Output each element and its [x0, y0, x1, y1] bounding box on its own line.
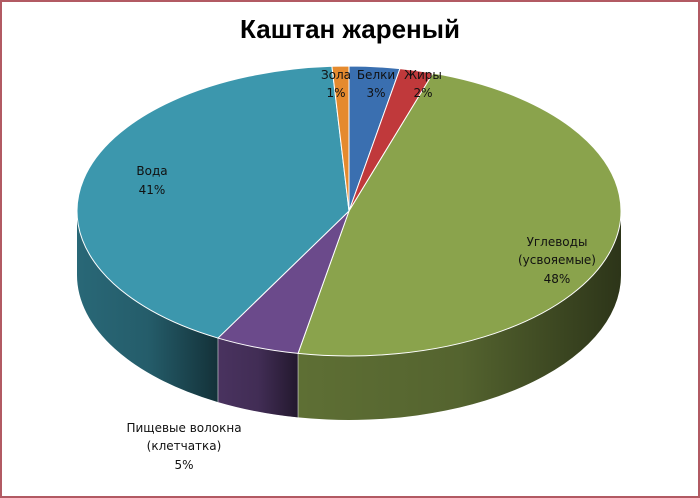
- pie-slice-зола: [331, 65, 350, 212]
- slice-label-volokna-line1: Пищевые волокна: [126, 421, 241, 435]
- slice-label-voda-value: 41%: [139, 183, 166, 197]
- pie-side-shade-пищевые-волокна-клетчатка: [217, 338, 299, 418]
- pie-slice-вода: [76, 65, 350, 339]
- pie-slice-углеводы-усвояемые: [297, 72, 622, 357]
- slice-label-belki-value: 3%: [366, 86, 385, 100]
- slice-label-uglevody-line1: Углеводы: [527, 235, 588, 249]
- chart-title: Каштан жареный: [240, 14, 460, 44]
- slice-label-zhiry-name: Жиры: [404, 68, 442, 82]
- slice-label-belki-name: Белки: [357, 68, 395, 82]
- slice-label-zhiry-value: 2%: [413, 86, 432, 100]
- slice-label-volokna-value: 5%: [174, 458, 193, 472]
- pie-side-shade-вода: [76, 211, 218, 403]
- slice-label-volokna-line2: (клетчатка): [147, 439, 222, 453]
- slice-label-zola-value: 1%: [326, 86, 345, 100]
- pie-side-shade-углеводы-усвояемые: [298, 211, 621, 420]
- slice-label-zola-name: Зола: [321, 68, 351, 82]
- slice-label-uglevody-line2: (усвояемые): [518, 253, 596, 267]
- slice-label-uglevody-value: 48%: [544, 272, 571, 286]
- slice-label-voda-name: Вода: [136, 164, 167, 178]
